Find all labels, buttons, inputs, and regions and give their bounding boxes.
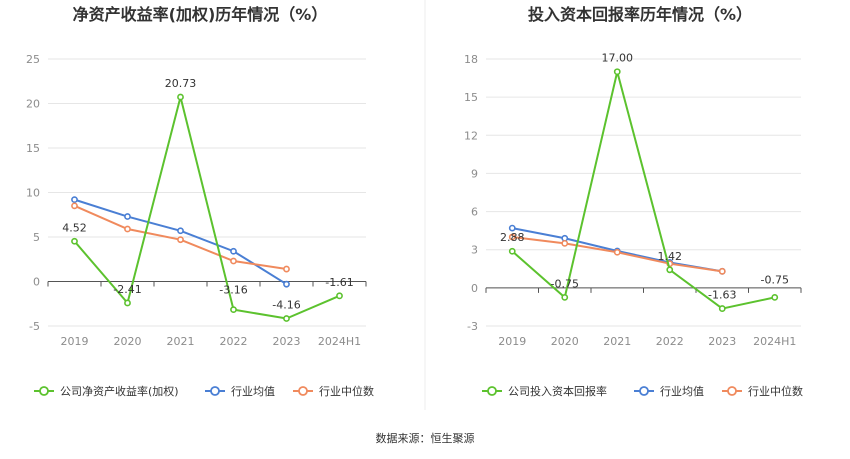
x-tick-label: 2020 <box>114 335 142 348</box>
y-tick-label: 3 <box>471 244 478 257</box>
x-tick-label: 2022 <box>656 335 684 348</box>
data-point <box>718 305 726 312</box>
y-tick-label: 10 <box>26 187 40 200</box>
legend-marker-icon <box>210 386 220 396</box>
series-line <box>511 71 775 310</box>
y-tick-label: -3 <box>467 320 478 333</box>
series-line <box>73 96 340 320</box>
y-tick-label: 6 <box>471 206 478 219</box>
x-tick-label: 2020 <box>551 335 579 348</box>
x-tick-label: 2023 <box>273 335 301 348</box>
data-point <box>613 68 621 76</box>
data-label: 4.52 <box>62 221 87 234</box>
y-tick-label: 25 <box>26 53 40 66</box>
x-tick-label: 2021 <box>603 335 631 348</box>
legend-item[interactable]: 公司投入资本回报率 <box>482 384 607 398</box>
data-point <box>718 267 726 275</box>
legend-item[interactable]: 行业中位数 <box>293 384 374 398</box>
data-point <box>177 227 184 235</box>
data-point <box>666 266 674 274</box>
chart-title: 投入资本回报率历年情况（%） <box>528 5 752 24</box>
data-point <box>230 306 237 314</box>
data-label: -1.61 <box>325 276 353 289</box>
data-point <box>561 239 569 247</box>
y-tick-label: 15 <box>464 91 478 104</box>
data-label: 1.42 <box>658 250 683 263</box>
x-tick-label: 2023 <box>708 335 736 348</box>
data-label: -0.75 <box>551 277 579 290</box>
data-point <box>561 293 569 301</box>
data-point <box>71 196 78 204</box>
x-tick-label: 2022 <box>220 335 248 348</box>
data-point <box>124 225 131 233</box>
y-tick-label: 20 <box>26 98 40 111</box>
y-tick-label: 12 <box>464 129 478 142</box>
legend-item[interactable]: 行业均值 <box>634 385 704 398</box>
data-point <box>177 236 184 244</box>
data-point <box>771 293 779 301</box>
y-tick-label: 5 <box>33 231 40 244</box>
legend-label: 行业均值 <box>660 385 704 398</box>
data-point <box>283 315 290 322</box>
legend-label: 公司净资产收益率(加权) <box>60 384 179 398</box>
data-label: -3.16 <box>219 284 247 297</box>
roic-chart-panel: 投入资本回报率历年情况（%） 18 15 12 9 6 3 0 -3 2019 2020 2021 2… <box>464 5 803 398</box>
x-tick-label: 2024H1 <box>318 335 361 348</box>
legend-item[interactable]: 行业均值 <box>205 385 275 398</box>
legend-marker-icon <box>298 386 308 396</box>
legend-item[interactable]: 公司净资产收益率(加权) <box>34 384 179 398</box>
legend-label: 公司投入资本回报率 <box>508 384 607 398</box>
x-tick-label: 2024H1 <box>753 335 796 348</box>
data-point <box>283 280 290 288</box>
y-tick-label: -5 <box>29 320 40 333</box>
data-point <box>613 248 621 256</box>
data-label: -2.41 <box>113 283 141 296</box>
data-label: -1.63 <box>708 289 736 302</box>
x-tick-label: 2019 <box>498 335 526 348</box>
data-label: 2.88 <box>500 231 525 244</box>
data-point <box>124 299 131 307</box>
data-point <box>283 265 290 273</box>
chart-title: 净资产收益率(加权)历年情况（%） <box>73 5 328 24</box>
legend-marker-icon <box>39 386 49 396</box>
legend-label: 行业中位数 <box>319 384 374 398</box>
data-point <box>336 292 343 300</box>
data-point <box>230 257 237 265</box>
legend-item[interactable]: 行业中位数 <box>722 384 803 398</box>
x-tick-label: 2021 <box>167 335 195 348</box>
x-tick-label: 2019 <box>61 335 89 348</box>
data-point <box>508 233 516 241</box>
data-label: -0.75 <box>761 273 789 286</box>
data-label: 17.00 <box>602 52 634 65</box>
roe-chart-panel: 净资产收益率(加权)历年情况（%） 25 20 15 10 5 0 -5 2019 2020 20… <box>26 5 374 398</box>
legend-marker-icon <box>487 386 497 396</box>
y-tick-label: 0 <box>33 276 40 289</box>
legend-label: 行业中位数 <box>748 384 803 398</box>
y-tick-label: 18 <box>464 53 478 66</box>
data-point <box>177 93 184 101</box>
data-label: -4.16 <box>272 299 300 312</box>
data-point <box>508 247 516 255</box>
data-point <box>230 247 237 255</box>
legend-marker-icon <box>639 386 649 396</box>
y-tick-label: 0 <box>471 282 478 295</box>
legend-marker-icon <box>727 386 737 396</box>
y-tick-label: 15 <box>26 142 40 155</box>
data-label: 20.73 <box>165 77 197 90</box>
data-point <box>508 224 516 232</box>
data-point <box>124 213 131 220</box>
legend-label: 行业均值 <box>231 385 275 398</box>
data-source-note: 数据来源：恒生聚源 <box>376 431 475 445</box>
data-point <box>71 202 78 210</box>
y-tick-label: 9 <box>471 167 478 180</box>
data-point <box>71 237 78 245</box>
